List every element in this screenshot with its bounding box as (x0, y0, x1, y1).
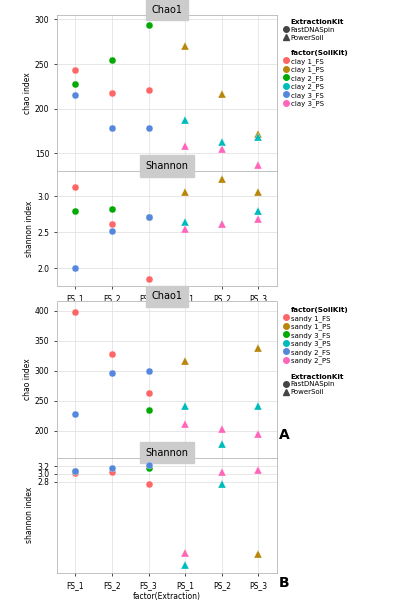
Y-axis label: chao index: chao index (23, 359, 32, 400)
Title: Shannon: Shannon (145, 161, 188, 171)
Y-axis label: shannon index: shannon index (26, 200, 35, 257)
Y-axis label: shannon index: shannon index (26, 487, 35, 544)
Y-axis label: chao index: chao index (23, 72, 32, 114)
Text: B: B (279, 576, 289, 590)
Legend: ExtractionKit, FastDNASpin, PowerSoil,  , factor(SoilKit), clay 1_FS, clay 1_PS,: ExtractionKit, FastDNASpin, PowerSoil, ,… (282, 19, 349, 108)
X-axis label: factor(Extraction): factor(Extraction) (133, 592, 201, 600)
Legend: factor(SoilKit), sandy 1_FS, sandy 1_PS, sandy 3_FS, sandy 3_PS, sandy 2_FS, san: factor(SoilKit), sandy 1_FS, sandy 1_PS,… (282, 307, 349, 396)
Title: Chao1: Chao1 (151, 5, 182, 15)
Title: Chao1: Chao1 (151, 292, 182, 301)
Title: Shannon: Shannon (145, 448, 188, 458)
Text: A: A (279, 428, 289, 442)
X-axis label: factor(Extraction): factor(Extraction) (133, 306, 201, 315)
